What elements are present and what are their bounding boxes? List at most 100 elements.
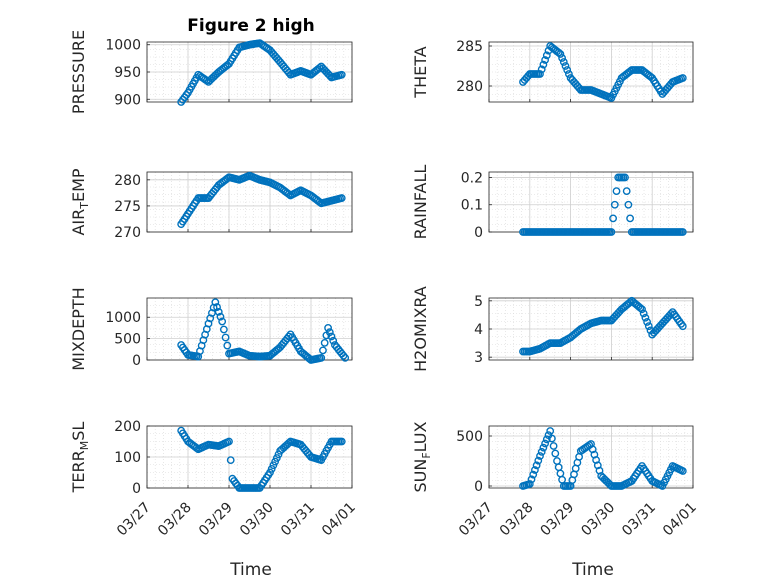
data-point	[553, 457, 561, 465]
data-point	[534, 456, 543, 465]
data-point	[221, 333, 230, 342]
data-point	[638, 305, 646, 314]
data-point	[621, 173, 629, 182]
y-tick-label: 0.2	[461, 170, 483, 186]
data-point	[541, 56, 549, 64]
data-point	[556, 50, 565, 58]
data-point	[558, 475, 566, 484]
y-tick-label: 4	[474, 322, 483, 338]
data-point	[551, 449, 560, 458]
panel-sun_flux: 0 500 03/27 03/28 03/29 03/30 03/31 04/01 SUNFLU…	[411, 421, 700, 539]
y-axis-label: SUNFLUX	[411, 421, 433, 492]
data-point	[554, 48, 563, 57]
panel-air_temp: 270 275 280 AIRTEMP	[69, 168, 353, 241]
panel-terr_msl: 0 100 200 03/27 03/28 03/29 03/30 03/31 04/01 TER…	[69, 419, 359, 539]
y-axis-label: AIRTEMP	[69, 168, 91, 235]
data-point	[284, 332, 293, 341]
data-point	[531, 466, 539, 474]
y-axis-label: TERRMSL	[69, 422, 91, 494]
data-point	[225, 437, 233, 446]
data-point	[327, 332, 336, 341]
data-point	[539, 60, 548, 69]
data-point	[537, 65, 546, 74]
panel-mixdepth: 0 500 1000 MIXDEPTH	[69, 287, 353, 371]
data-point	[337, 194, 346, 202]
y-tick-label: 0	[474, 479, 483, 495]
data-point	[213, 303, 221, 311]
data-point	[626, 298, 634, 307]
y-axis-label: H2OMIXRA	[411, 286, 430, 372]
data-point	[211, 298, 220, 307]
data-point	[536, 452, 544, 460]
axes-box	[488, 425, 694, 489]
data-point	[271, 457, 280, 466]
data-point	[337, 437, 346, 446]
data-point	[529, 470, 538, 479]
x-tick-label: 04/01	[319, 500, 359, 540]
panel-pressure: 900 950 1000 PRESSURE	[69, 30, 353, 114]
x-axis-label-left: Time	[229, 560, 272, 580]
x-tick-label: 03/27	[456, 500, 496, 540]
data-point	[678, 467, 687, 475]
y-tick-label: 500	[456, 429, 483, 445]
y-axis-label: THETA	[411, 46, 430, 98]
data-point	[218, 317, 227, 326]
x-tick-label: 03/30	[237, 500, 277, 540]
data-point	[624, 200, 633, 209]
data-point	[678, 322, 687, 331]
x-tick-label: 03/31	[278, 500, 318, 540]
x-axis-label-right: Time	[571, 560, 614, 580]
data-point	[636, 303, 645, 312]
data-point	[609, 214, 617, 223]
x-tick-label: 03/31	[619, 500, 659, 540]
data-point	[542, 435, 551, 444]
y-tick-label: 280	[114, 173, 141, 189]
data-point	[317, 353, 326, 362]
data-point	[325, 328, 334, 337]
data-point	[678, 228, 687, 236]
data-point	[527, 475, 536, 484]
data-point	[641, 313, 650, 322]
y-axis-label: RAINFALL	[411, 165, 430, 240]
data-point	[644, 322, 653, 331]
data-point	[329, 336, 338, 345]
data-point	[274, 450, 283, 459]
y-axis-label: MIXDEPTH	[69, 287, 88, 370]
axes-box	[488, 297, 694, 361]
data-point	[216, 312, 225, 321]
data-point	[643, 318, 651, 326]
y-tick-label: 0	[132, 481, 141, 497]
data-point	[559, 58, 568, 66]
data-point	[320, 338, 329, 347]
y-tick-label: 0	[474, 225, 483, 241]
panel-h2omixra: 3 4 5 H2OMIXRA	[411, 286, 694, 372]
x-tick-label: 03/27	[114, 500, 154, 540]
data-point	[537, 447, 546, 456]
data-point	[678, 74, 687, 82]
data-point	[607, 228, 616, 236]
data-point	[549, 442, 558, 450]
data-point	[561, 62, 570, 70]
data-point	[341, 353, 350, 362]
data-point	[548, 434, 556, 443]
data-point	[612, 187, 621, 195]
x-tick-label: 03/28	[155, 500, 195, 540]
axes-box	[146, 297, 353, 361]
data-point	[542, 51, 551, 60]
y-tick-label: 275	[114, 199, 141, 215]
y-tick-label: 500	[114, 332, 141, 348]
data-point	[223, 341, 232, 350]
data-point	[272, 454, 281, 462]
panel-rainfall: 0 0.1 0.2 RAINFALL	[411, 165, 694, 241]
data-point	[219, 325, 228, 334]
data-point	[339, 351, 348, 360]
data-point	[546, 427, 555, 435]
data-point	[319, 346, 327, 355]
y-tick-label: 280	[456, 79, 483, 95]
data-point	[610, 200, 619, 209]
y-tick-label: 200	[114, 419, 141, 435]
data-point	[558, 54, 566, 62]
axes-box	[488, 41, 694, 103]
x-tick-label: 03/28	[497, 500, 537, 540]
